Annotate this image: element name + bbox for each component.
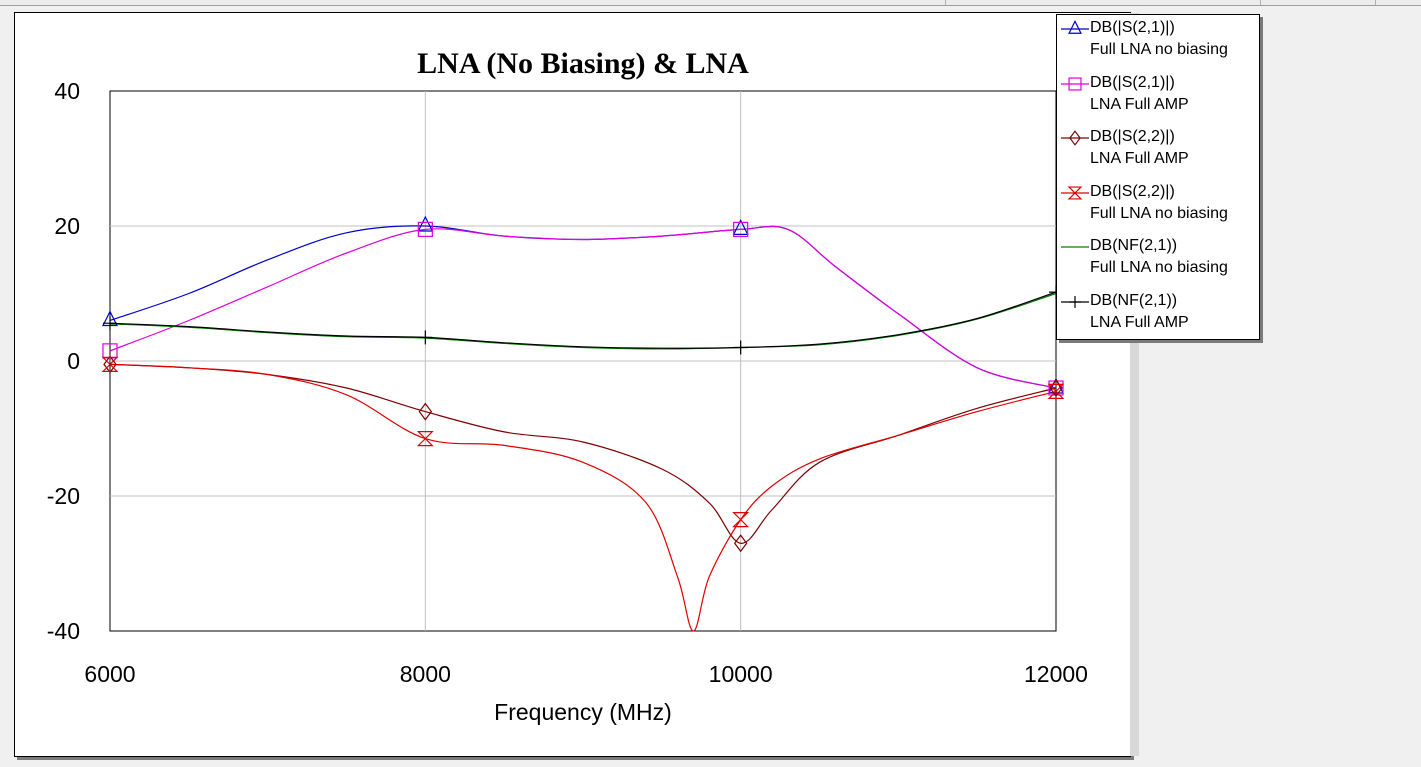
legend-sublabel: LNA Full AMP [1090, 313, 1189, 331]
series-marker-5 [103, 316, 117, 331]
series-marker-0 [417, 215, 434, 232]
series-marker-5 [418, 330, 433, 345]
x-tick-label: 6000 [84, 661, 135, 687]
series-marker-2 [418, 402, 433, 421]
x-tick-label: 10000 [709, 661, 773, 687]
series-marker-1 [1048, 380, 1064, 396]
x-axis-label: Frequency (MHz) [494, 699, 672, 725]
series-marker-3 [732, 512, 750, 528]
legend-item[interactable]: DB(|S(2,1)|) Full LNA no biasing [1057, 15, 1257, 67]
legend-label: DB(|S(2,1)|) [1090, 19, 1175, 36]
legend-swatch [1061, 76, 1089, 91]
legend-swatch-marker [1068, 20, 1082, 34]
series-marker-1 [417, 221, 433, 237]
series-marker-0 [732, 219, 749, 235]
series-line-4 [109, 292, 1057, 350]
series-line-0 [109, 225, 1057, 389]
series-marker-3 [101, 356, 119, 372]
legend-swatch-marker [1067, 185, 1083, 200]
chart-title: LNA (No Biasing) & LNA [417, 47, 749, 80]
legend-swatch [1061, 20, 1089, 34]
series-marker-5 [733, 340, 748, 355]
legend-label: DB(|S(2,2)|) [1090, 182, 1175, 200]
graph-window[interactable] [14, 12, 1139, 757]
series-line-1 [109, 225, 1057, 389]
tab-divider [1375, 0, 1376, 5]
legend-swatch [1061, 130, 1089, 146]
legend-label: DB(NF(2,1)) [1090, 291, 1178, 309]
series-marker-0 [1048, 377, 1064, 394]
legend-item[interactable]: DB(NF(2,1)) LNA Full AMP [1057, 288, 1257, 340]
legend-item[interactable]: DB(|S(2,2)|) LNA Full AMP [1057, 124, 1257, 176]
legend-label: DB(|S(2,1)|) [1090, 73, 1175, 91]
legend-sublabel: Full LNA no biasing [1090, 41, 1228, 58]
legend-swatch [1061, 246, 1089, 248]
tab-divider [945, 0, 946, 5]
legend-swatch-marker [1069, 295, 1081, 308]
series-line-5 [109, 291, 1057, 349]
legend-item[interactable]: DB(|S(2,1)|) LNA Full AMP [1057, 70, 1257, 122]
series-line-2 [109, 363, 1057, 544]
legend-label: DB(|S(2,2)|) [1090, 128, 1175, 145]
legend-swatch-marker [1069, 130, 1081, 146]
y-tick-label: 40 [54, 78, 80, 104]
series-marker-3 [1047, 383, 1065, 399]
window-top-strip [0, 0, 1421, 6]
legend-item[interactable]: DB(|S(2,2)|) Full LNA no biasing [1057, 179, 1257, 231]
y-tick-label: -40 [47, 618, 80, 644]
y-tick-label: 0 [67, 348, 80, 374]
legend-swatch [1061, 185, 1089, 200]
legend-sublabel: LNA Full AMP [1090, 150, 1189, 167]
y-tick-label: -20 [47, 483, 80, 509]
series-marker-2 [733, 534, 748, 553]
series-line-3 [109, 363, 1057, 632]
y-tick-label: 20 [54, 213, 80, 239]
legend-item[interactable]: DB(NF(2,1)) Full LNA no biasing [1057, 233, 1257, 285]
legend-swatch-marker [1068, 76, 1082, 91]
x-tick-label: 8000 [400, 661, 451, 687]
graph-window-shadow [1130, 13, 1139, 756]
legend-swatch [1061, 295, 1089, 308]
legend-sublabel: Full LNA no biasing [1090, 259, 1228, 276]
x-tick-label: 12000 [1024, 661, 1088, 687]
tab-divider [1260, 0, 1261, 5]
legend-label: DB(NF(2,1)) [1090, 237, 1178, 254]
legend-sublabel: LNA Full AMP [1090, 95, 1189, 113]
series-marker-2 [1049, 379, 1063, 397]
chart-legend[interactable]: DB(|S(2,1)|) Full LNA no biasing DB(|S(2,1… [1056, 14, 1260, 340]
series-marker-3 [416, 431, 434, 447]
series-marker-2 [103, 355, 117, 374]
series-marker-1 [733, 221, 749, 237]
legend-sublabel: Full LNA no biasing [1090, 204, 1228, 222]
